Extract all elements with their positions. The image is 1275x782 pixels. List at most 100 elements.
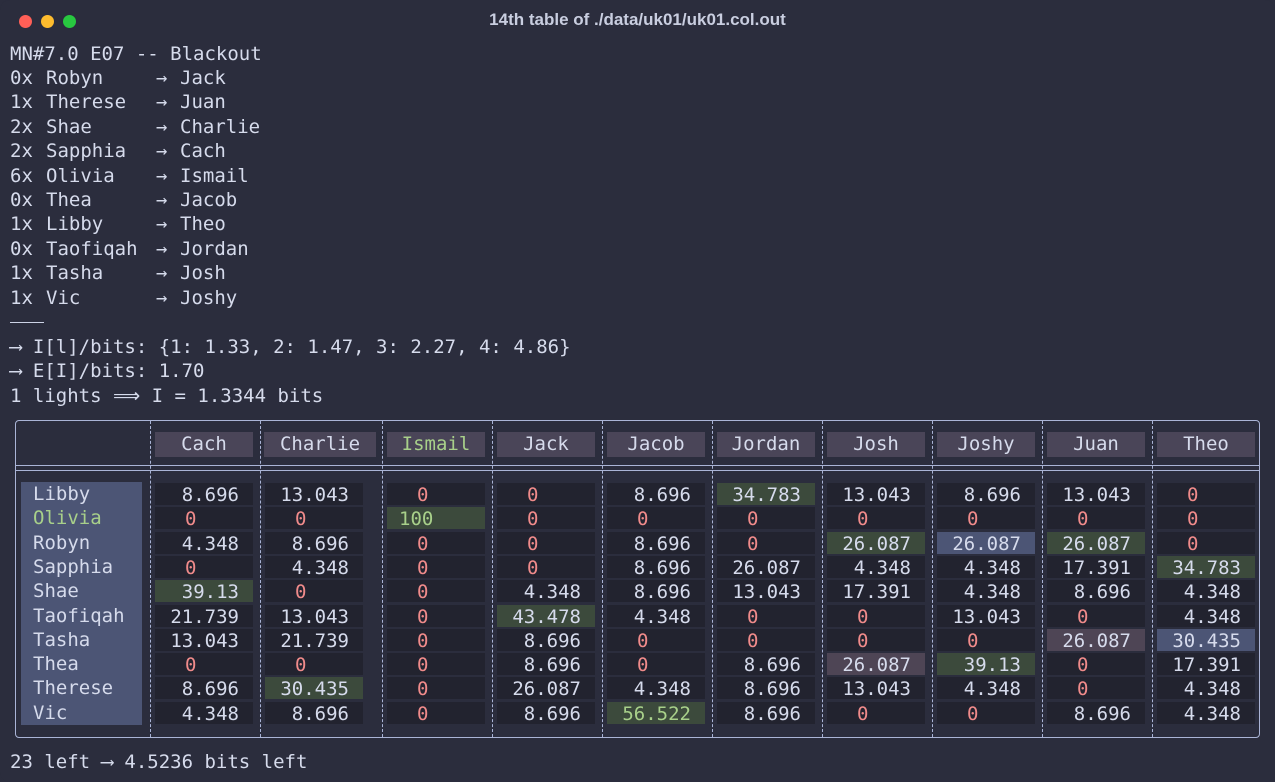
table-cell: 34.783: [1157, 555, 1255, 579]
table-cell: 0: [387, 604, 485, 628]
table-cell: 26.087: [827, 531, 925, 555]
table-cell: 4.348: [937, 555, 1035, 579]
table-cell: 39.13: [937, 653, 1035, 676]
match-arrow: →: [156, 189, 168, 211]
match-name: Libby: [46, 213, 104, 236]
divider: [10, 322, 44, 323]
table-cell: 8.696: [155, 677, 253, 700]
column-separator: [260, 421, 261, 737]
table-cell: 4.348: [155, 701, 253, 725]
table-cell: 0: [155, 555, 253, 579]
table-cell: 4.348: [155, 531, 253, 555]
table-cell: 34.783: [717, 483, 815, 506]
row-label: Shae: [33, 580, 79, 603]
column-separator: [1042, 421, 1043, 737]
table-cell: 8.696: [717, 701, 815, 725]
match-name: Therese: [46, 91, 127, 114]
table-cell: 13.043: [155, 628, 253, 652]
table-cell: 30.435: [1157, 628, 1255, 652]
table-cell: 26.087: [1047, 531, 1145, 555]
table-cell: 0: [497, 531, 595, 555]
table-cell: 0: [387, 580, 485, 603]
close-button[interactable]: [19, 15, 32, 28]
table-cell: 17.391: [1157, 653, 1255, 676]
match-target: Jack: [180, 67, 226, 89]
table-cell: 39.13: [155, 580, 253, 603]
table-cell: 0: [1047, 677, 1145, 700]
table-cell: 8.696: [265, 701, 363, 725]
row-label: Tasha: [33, 628, 91, 651]
table-cell: 0: [1157, 483, 1255, 506]
table-cell: 4.348: [607, 604, 705, 628]
table-frame: [15, 420, 1260, 738]
column-header: Jordan: [717, 432, 815, 457]
table-cell: 0: [937, 701, 1035, 725]
table-cell: 8.696: [607, 483, 705, 506]
table-cell: 8.696: [1047, 580, 1145, 603]
match-arrow: →: [156, 213, 168, 236]
table-cell: 0: [497, 507, 595, 530]
table-cell: 0: [1157, 507, 1255, 530]
table-cell: 0: [497, 483, 595, 506]
match-count: 0x: [10, 189, 33, 211]
table-cell: 13.043: [827, 677, 925, 700]
match-count: 1x: [10, 91, 33, 114]
row-label: Robyn: [33, 531, 91, 554]
table-cell: 0: [717, 604, 815, 628]
match-name: Olivia: [46, 164, 115, 187]
ei-bits-line: ⟶ E[I]/bits: 1.70: [10, 360, 205, 382]
table-cell: 0: [387, 555, 485, 579]
match-arrow: →: [156, 164, 168, 187]
match-target: Charlie: [180, 115, 261, 138]
table-cell: 26.087: [937, 531, 1035, 555]
match-count: 0x: [10, 67, 33, 89]
table-cell: 0: [827, 628, 925, 652]
minimize-button[interactable]: [41, 15, 54, 28]
column-separator: [150, 421, 151, 737]
table-cell: 0: [387, 628, 485, 652]
table-cell: 8.696: [497, 653, 595, 676]
table-cell: 56.522: [607, 701, 705, 725]
table-cell: 26.087: [827, 653, 925, 676]
column-header: Joshy: [937, 432, 1035, 457]
table-cell: 0: [607, 653, 705, 676]
footer-line: 23 left ⟶ 4.5236 bits left: [10, 751, 308, 773]
column-header: Cach: [155, 432, 253, 457]
match-arrow: →: [156, 262, 168, 285]
table-cell: 0: [387, 653, 485, 676]
table-cell: 0: [497, 555, 595, 579]
table-cell: 4.348: [937, 677, 1035, 700]
match-arrow: →: [156, 67, 168, 89]
row-label: Sapphia: [33, 555, 114, 578]
column-header: Theo: [1157, 432, 1255, 457]
table-cell: 13.043: [265, 604, 363, 628]
match-count: 1x: [10, 286, 33, 309]
table-cell: 4.348: [607, 677, 705, 700]
match-name: Tasha: [46, 262, 104, 285]
match-target: Theo: [180, 213, 226, 236]
row-label: Libby: [33, 483, 91, 505]
table-cell: 26.087: [1047, 628, 1145, 652]
match-name: Vic: [46, 286, 81, 309]
header-separator: [16, 470, 1259, 471]
column-header: Charlie: [264, 432, 376, 457]
match-count: 0x: [10, 237, 33, 260]
table-cell: 0: [1047, 653, 1145, 676]
match-name: Thea: [46, 189, 92, 211]
table-cell: 0: [827, 507, 925, 530]
match-target: Josh: [180, 262, 226, 285]
match-arrow: →: [156, 115, 168, 138]
table-cell: 4.348: [265, 555, 363, 579]
table-cell: 8.696: [607, 555, 705, 579]
match-arrow: →: [156, 140, 168, 163]
match-arrow: →: [156, 286, 168, 309]
header-line: MN#7.0 E07 -- Blackout: [10, 43, 262, 65]
match-name: Taofiqah: [46, 237, 138, 260]
maximize-button[interactable]: [63, 15, 76, 28]
match-count: 6x: [10, 164, 33, 187]
table-cell: 0: [717, 628, 815, 652]
table-cell: 100: [387, 507, 485, 530]
match-arrow: →: [156, 237, 168, 260]
table-cell: 21.739: [265, 628, 363, 652]
table-cell: 4.348: [937, 580, 1035, 603]
